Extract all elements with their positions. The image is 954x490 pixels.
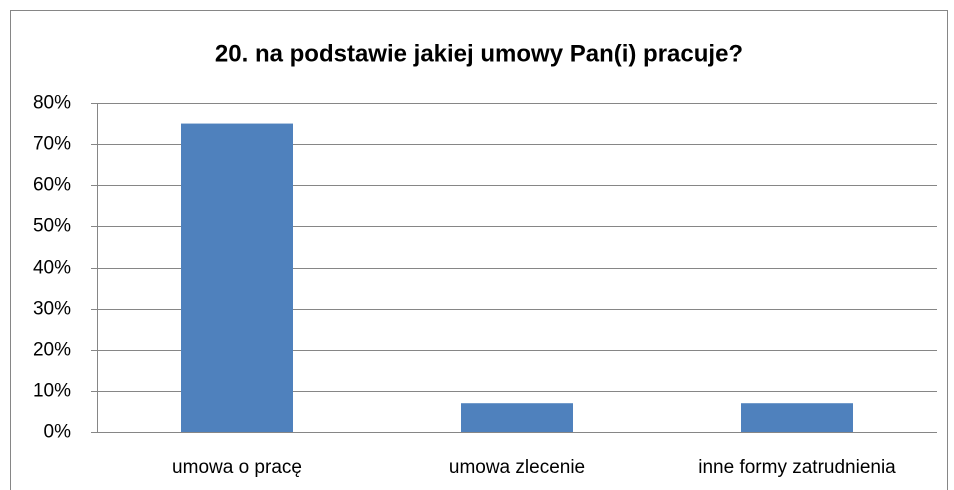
x-tick-label: inne formy zatrudnienia bbox=[698, 457, 896, 478]
bar bbox=[741, 403, 853, 432]
y-tick-label: 70% bbox=[33, 134, 71, 155]
y-tick-label: 50% bbox=[33, 216, 71, 237]
y-tick-label: 0% bbox=[44, 422, 72, 443]
x-tick-label: umowa o pracę bbox=[172, 457, 302, 478]
y-tick-label: 60% bbox=[33, 175, 71, 196]
bar bbox=[461, 403, 573, 432]
chart-title: 20. na podstawie jakiej umowy Pan(i) pra… bbox=[215, 40, 743, 67]
y-tick-label: 80% bbox=[33, 93, 71, 114]
bar bbox=[181, 123, 293, 432]
y-tick-label: 10% bbox=[33, 381, 71, 402]
y-tick-label: 30% bbox=[33, 299, 71, 320]
x-tick-label: umowa zlecenie bbox=[449, 457, 585, 478]
y-tick-label: 20% bbox=[33, 340, 71, 361]
y-tick-label: 40% bbox=[33, 258, 71, 279]
